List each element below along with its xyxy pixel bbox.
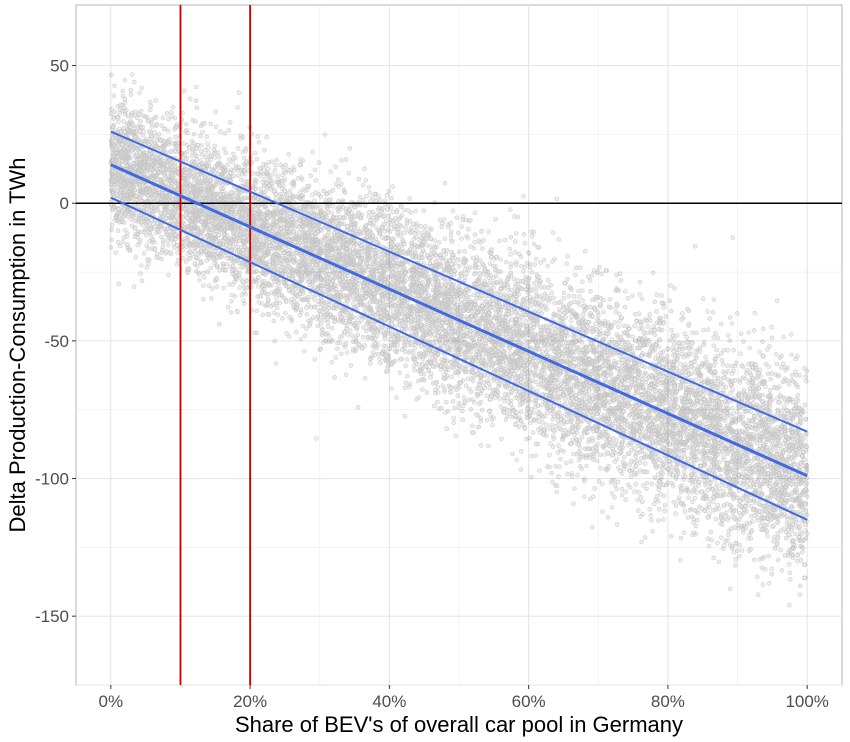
y-tick-label: 50 [50,57,69,76]
regression-line [110,196,808,521]
x-axis-title: Share of BEV's of overall car pool in Ge… [235,712,683,737]
y-axis-title: Delta Production-Consumption in TWh [5,158,30,533]
y-tick-label: 0 [60,194,69,213]
x-tick-label: 80% [651,692,685,711]
y-tick-label: -100 [35,470,69,489]
regression-line [110,130,808,433]
y-tick-label: -150 [35,607,69,626]
axis-ticks: 0% 20% 40% 60% 80% 100% 50 0 -50 -100 -150 [35,57,829,711]
x-tick-label: 0% [99,692,124,711]
regression-line [110,163,808,478]
reference-lines [76,5,842,685]
x-tick-label: 60% [512,692,546,711]
x-tick-label: 40% [372,692,406,711]
y-tick-label: -50 [44,332,69,351]
x-tick-label: 100% [785,692,828,711]
x-tick-label: 20% [233,692,267,711]
